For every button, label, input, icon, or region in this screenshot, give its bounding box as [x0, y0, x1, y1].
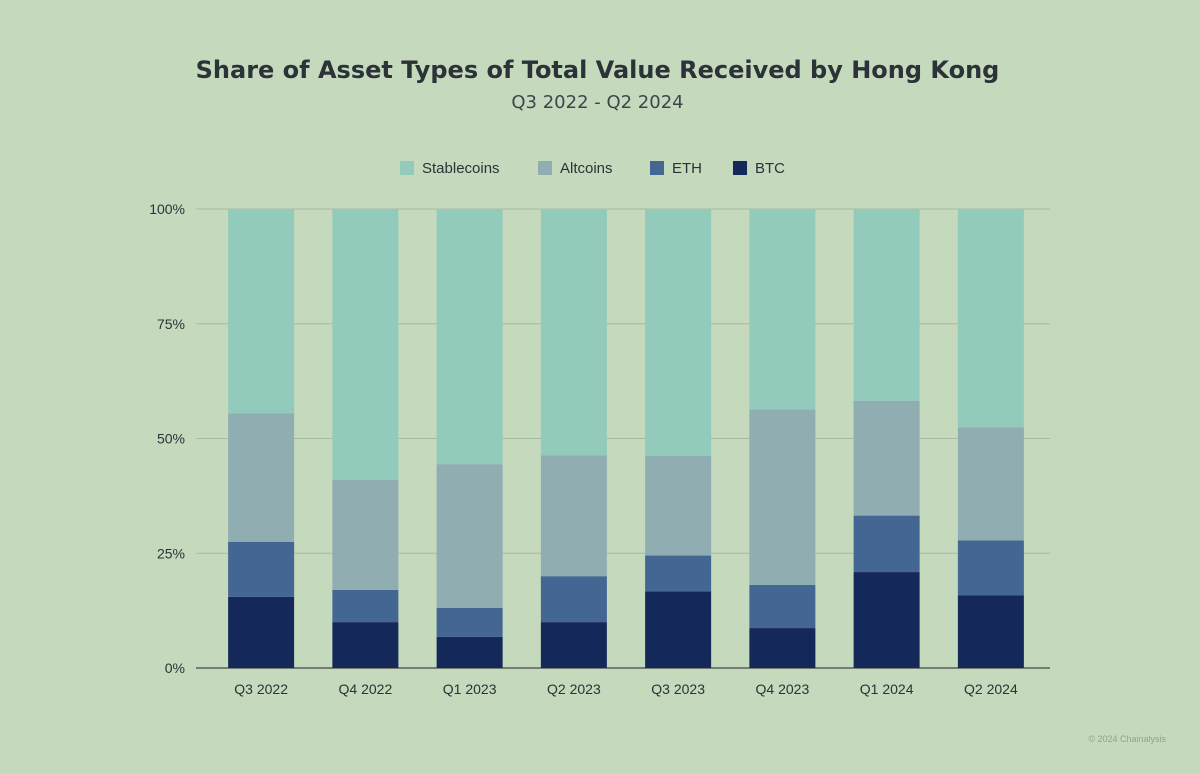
x-tick-label: Q1 2024: [860, 681, 914, 697]
bar-segment-btc: [540, 622, 607, 668]
bar-segment-altcoins: [853, 400, 920, 516]
chart-subtitle: Q3 2022 - Q2 2024: [511, 92, 684, 113]
bar-segment-eth: [957, 540, 1024, 596]
bar-segment-altcoins: [749, 409, 816, 585]
bar-segment-eth: [853, 515, 920, 573]
legend-swatch: [538, 161, 552, 175]
bar-segment-btc: [853, 572, 920, 668]
legend-label: BTC: [755, 160, 785, 177]
bar-segment-stablecoins: [749, 209, 816, 410]
x-tick-label: Q1 2023: [443, 681, 497, 697]
bar-segment-eth: [332, 589, 399, 623]
bar-segment-altcoins: [957, 427, 1024, 541]
y-tick-label: 50%: [157, 431, 185, 447]
y-tick-label: 75%: [157, 316, 185, 332]
bar-segment-stablecoins: [228, 209, 295, 414]
bar-segment-eth: [749, 584, 816, 629]
bar-segment-eth: [540, 576, 607, 623]
credit-text: © 2024 Chainalysis: [1088, 734, 1166, 744]
bar-segment-altcoins: [228, 413, 295, 542]
bar-segment-altcoins: [436, 464, 503, 608]
bar-segment-eth: [228, 541, 295, 597]
legend: Stablecoins Altcoins ETH BTC: [400, 160, 785, 177]
bar-segment-btc: [228, 596, 295, 668]
bar-segment-stablecoins: [332, 209, 399, 480]
bars: [228, 209, 1024, 668]
x-tick-label: Q3 2023: [651, 681, 705, 697]
x-tick-label: Q2 2023: [547, 681, 601, 697]
y-tick-label: 0%: [165, 660, 185, 676]
bar-segment-stablecoins: [436, 209, 503, 465]
bar-segment-btc: [332, 622, 399, 668]
bar-segment-stablecoins: [645, 209, 712, 456]
legend-swatch: [400, 161, 414, 175]
chart-title: Share of Asset Types of Total Value Rece…: [195, 56, 1000, 84]
bar-segment-stablecoins: [540, 209, 607, 456]
bar-segment-btc: [645, 591, 712, 668]
legend-swatch: [650, 161, 664, 175]
legend-swatch: [733, 161, 747, 175]
bar-segment-btc: [436, 636, 503, 668]
x-tick-label: Q2 2024: [964, 681, 1018, 697]
y-tick-label: 100%: [149, 201, 185, 217]
legend-label: Stablecoins: [422, 160, 500, 177]
x-tick-label: Q4 2023: [756, 681, 810, 697]
axis: 0% 25% 50% 75% 100% Q3 2022 Q4 2022 Q1 2023 Q2 2…: [149, 201, 1018, 697]
x-tick-label: Q4 2022: [339, 681, 393, 697]
bar-segment-stablecoins: [853, 209, 920, 401]
grid: [196, 208, 1050, 669]
y-tick-label: 25%: [157, 545, 185, 561]
legend-label: ETH: [672, 160, 702, 177]
bar-segment-altcoins: [645, 455, 712, 556]
bar-segment-eth: [645, 555, 712, 592]
legend-label: Altcoins: [560, 160, 613, 177]
bar-segment-altcoins: [540, 455, 607, 577]
bar-segment-stablecoins: [957, 209, 1024, 428]
bar-segment-eth: [436, 607, 503, 637]
bar-segment-altcoins: [332, 479, 399, 590]
bar-segment-btc: [749, 628, 816, 668]
bar-segment-btc: [957, 595, 1024, 668]
x-tick-label: Q3 2022: [234, 681, 288, 697]
